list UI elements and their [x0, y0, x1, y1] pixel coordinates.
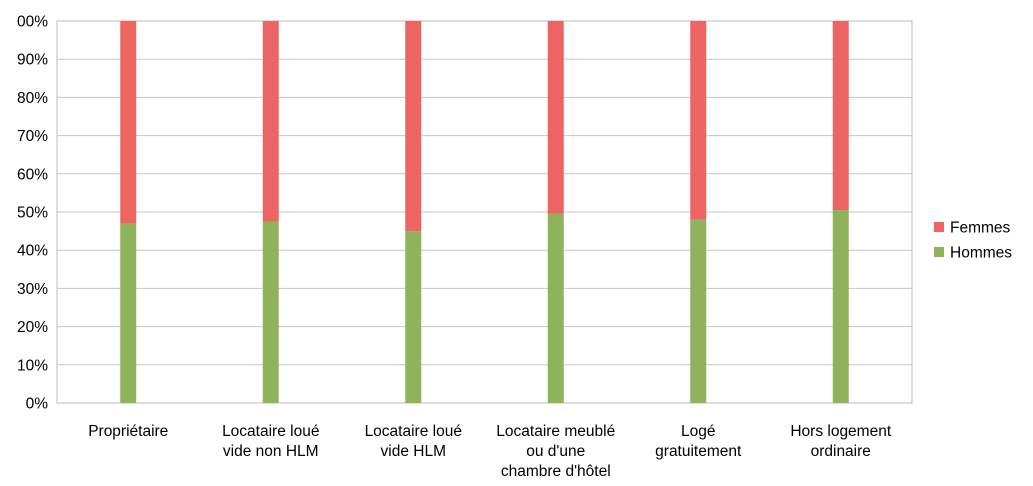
x-tick-label: ou d'une [526, 443, 585, 460]
x-tick-label: Locataire loué [365, 423, 462, 440]
bar-femmes-3 [547, 21, 564, 214]
legend-label-hommes: Hommes [950, 245, 1012, 262]
bar-hommes-1 [262, 221, 279, 403]
bar-femmes-2 [405, 21, 422, 232]
y-tick-label: 80% [17, 90, 48, 107]
y-tick-label: 30% [17, 281, 48, 298]
x-tick-label: Hors logement [790, 423, 891, 440]
bar-hommes-0 [120, 223, 137, 403]
x-tick-label: Locataire meublé [496, 423, 615, 440]
legend: Femmes Hommes [934, 220, 1012, 262]
bar-hommes-2 [405, 231, 422, 403]
bar-femmes-0 [120, 21, 137, 224]
y-tick-label: 20% [17, 319, 48, 336]
gridlines [57, 20, 912, 404]
legend-swatch-femmes [934, 222, 944, 232]
plot-area-border [56, 20, 913, 404]
bar-femmes-5 [832, 21, 849, 211]
y-tick-label: 50% [17, 205, 48, 222]
bar-femmes-1 [262, 21, 279, 222]
x-tick-label: gratuitement [655, 443, 742, 460]
y-tick-label: 10% [17, 357, 48, 374]
x-tick-label: Propriétaire [88, 423, 168, 440]
y-tick-label: 60% [17, 166, 48, 183]
bar-hommes-4 [690, 219, 707, 403]
x-tick-label: chambre d'hôtel [501, 463, 611, 480]
x-tick-label: vide HLM [381, 443, 446, 460]
x-tick-label: Locataire loué [222, 423, 319, 440]
x-axis-tick-labels: Propriétaire Locataire loué vide non HLM Lo… [88, 423, 892, 480]
legend-label-femmes: Femmes [950, 220, 1011, 237]
y-axis-tick-labels: 0% 10% 20% 30% 40% 50% 60% 70% 80% 90% 00% [17, 14, 48, 413]
y-tick-label: 00% [17, 14, 48, 31]
bar-hommes-5 [832, 210, 849, 403]
bar-hommes-3 [547, 213, 564, 403]
y-tick-label: 90% [17, 52, 48, 69]
x-tick-label: ordinaire [811, 443, 871, 460]
y-tick-label: 0% [26, 396, 49, 413]
legend-swatch-hommes [934, 247, 944, 257]
bars [120, 21, 849, 403]
x-tick-label: Logé [681, 423, 715, 440]
y-tick-label: 70% [17, 128, 48, 145]
x-tick-label: vide non HLM [223, 443, 319, 460]
y-tick-label: 40% [17, 243, 48, 260]
bar-femmes-4 [690, 21, 707, 220]
